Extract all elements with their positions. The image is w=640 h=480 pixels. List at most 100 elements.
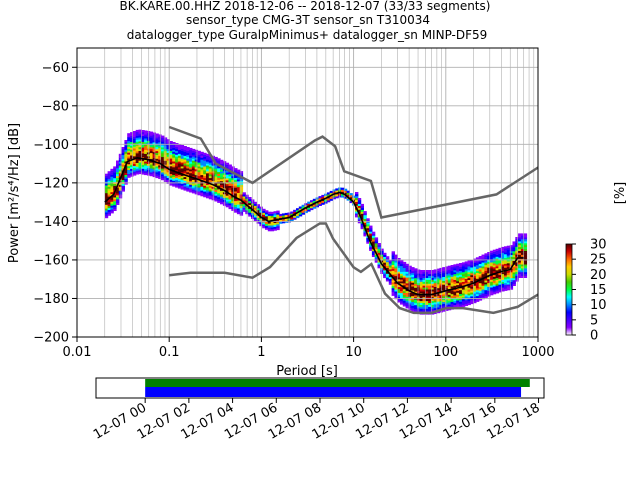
heatmap-cell — [473, 295, 477, 298]
heatmap-cell — [149, 154, 154, 157]
heatmap-cell — [450, 284, 454, 287]
heatmap-cell — [374, 243, 379, 246]
heatmap-cell — [130, 135, 134, 139]
heatmap-cell — [439, 281, 443, 284]
heatmap-cell — [172, 172, 176, 175]
heatmap-cell — [177, 157, 182, 160]
heatmap-cell — [197, 152, 201, 155]
heatmap-cell — [169, 152, 173, 155]
heatmap-cell — [430, 283, 435, 286]
heatmap-cell — [253, 203, 258, 206]
heatmap-cell — [217, 200, 221, 203]
heatmap-cell — [180, 172, 185, 175]
heatmap-cell — [200, 192, 204, 195]
heatmap-cell — [197, 162, 201, 165]
heatmap-cell — [422, 302, 426, 305]
heatmap-cell — [501, 271, 505, 275]
heatmap-cell — [520, 248, 525, 251]
heatmap-cell — [484, 266, 488, 269]
heatmap-cell — [220, 163, 224, 166]
heatmap-cell — [495, 260, 499, 263]
heatmap-cell — [487, 280, 491, 284]
heatmap-cell — [422, 285, 426, 288]
heatmap-cell — [461, 279, 466, 282]
heatmap-cell — [391, 286, 395, 289]
heatmap-cell — [369, 225, 373, 228]
heatmap-cell — [107, 184, 111, 187]
heatmap-cell — [470, 265, 474, 268]
heatmap-cell — [180, 173, 185, 177]
heatmap-cell — [228, 178, 232, 181]
heatmap-cell — [163, 154, 168, 157]
heatmap-cell — [315, 203, 319, 206]
heatmap-cell — [214, 166, 218, 169]
heatmap-cell — [152, 171, 156, 174]
heatmap-cell — [520, 235, 525, 238]
heatmap-cell — [197, 156, 201, 159]
heatmap-cell — [208, 166, 213, 169]
heatmap-cell — [276, 212, 280, 215]
heatmap-cell — [135, 133, 140, 136]
heatmap-cell — [172, 178, 176, 181]
heatmap-cell — [445, 287, 449, 290]
heatmap-cell — [453, 275, 457, 279]
heatmap-cell — [208, 160, 213, 163]
heatmap-cell — [208, 189, 213, 192]
heatmap-cell — [107, 177, 111, 180]
heatmap-cell — [116, 199, 120, 202]
heatmap-cell — [453, 268, 457, 271]
heatmap-cell — [475, 270, 480, 273]
heatmap-cell — [509, 247, 514, 250]
heatmap-cell — [175, 175, 179, 178]
heatmap-cell — [220, 161, 224, 164]
heatmap-cell — [422, 279, 426, 282]
heatmap-cell — [374, 241, 379, 244]
heatmap-cell — [256, 217, 260, 220]
heatmap-cell — [459, 305, 463, 308]
heatmap-cell — [124, 178, 128, 181]
heatmap-cell — [459, 303, 463, 306]
heatmap-cell — [346, 194, 350, 197]
heatmap-cell — [113, 201, 117, 204]
heatmap-cell — [490, 287, 494, 290]
heatmap-cell — [217, 198, 221, 201]
heatmap-cell — [369, 231, 373, 234]
heatmap-cell — [144, 142, 148, 145]
heatmap-cell — [481, 291, 485, 294]
heatmap-cell — [242, 207, 246, 210]
heatmap-cell — [388, 274, 393, 278]
heatmap-cell — [383, 268, 387, 271]
heatmap-cell — [110, 197, 114, 200]
heatmap-cell — [234, 187, 238, 190]
heatmap-cell — [332, 191, 336, 194]
heatmap-cell — [262, 224, 266, 227]
heatmap-cell — [228, 172, 232, 175]
heatmap-cell — [104, 214, 109, 217]
heatmap-cell — [242, 209, 246, 212]
heatmap-cell — [104, 212, 109, 215]
heatmap-cell — [498, 255, 502, 258]
heatmap-cell — [236, 202, 241, 205]
heatmap-cell — [371, 249, 376, 252]
heatmap-cell — [113, 185, 117, 188]
heatmap-cell — [355, 215, 359, 218]
heatmap-cell — [357, 209, 362, 212]
heatmap-cell — [217, 173, 221, 176]
heatmap-cell — [520, 237, 525, 240]
heatmap-cell — [445, 301, 449, 304]
heatmap-cell — [149, 174, 154, 177]
heatmap-cell — [394, 272, 398, 275]
heatmap-cell — [436, 276, 440, 279]
heatmap-cell — [161, 178, 165, 181]
nlnm-curve — [169, 222, 539, 315]
heatmap-cell — [239, 184, 244, 187]
heatmap-cell — [484, 288, 488, 291]
heatmap-cell — [470, 261, 474, 264]
heatmap-cell — [200, 159, 204, 162]
heatmap-cell — [104, 177, 109, 180]
heatmap-cell — [206, 163, 210, 166]
heatmap-cell — [380, 256, 384, 259]
heatmap-cell — [239, 198, 244, 201]
heatmap-cell — [504, 255, 508, 259]
